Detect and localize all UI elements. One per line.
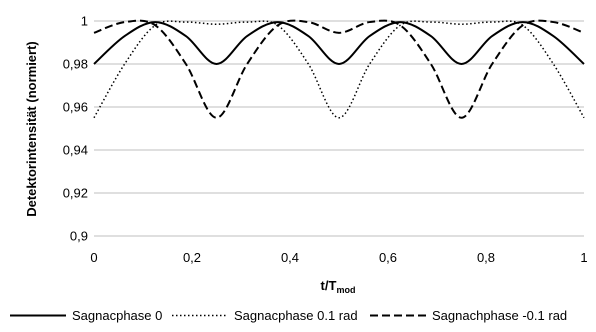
series-line-0: [93, 21, 585, 66]
y-tick-label-4: 0,98: [63, 57, 88, 72]
legend-label-0: Sagnacphase 0: [72, 308, 162, 323]
legend-label-2: Sagnachphase -0.1 rad: [432, 308, 567, 323]
x-axis-title: t/Tmod: [321, 278, 356, 295]
legend-label-1: Sagnacphase 0.1 rad: [234, 308, 358, 323]
x-tick-label-5: 1: [580, 250, 587, 265]
y-tick-label-1: 0,92: [63, 186, 88, 201]
y-tick-label-5: 1: [81, 14, 88, 29]
x-tick-labels: 0 0,2 0,4 0,6 0,8 1: [90, 250, 587, 265]
series-line-2: [93, 19, 585, 119]
legend: Sagnacphase 0 Sagnacphase 0.1 rad Sagnachp…: [10, 308, 567, 323]
y-tick-labels: 0,9 0,92 0,94 0,96 0,98 1: [63, 14, 88, 244]
y-axis-title: Detektorintensität (normiert): [24, 41, 39, 217]
x-tick-label-2: 0,4: [281, 250, 299, 265]
x-tick-label-0: 0: [90, 250, 97, 265]
y-tick-label-3: 0,96: [63, 100, 88, 115]
x-tick-label-1: 0,2: [183, 250, 201, 265]
x-tick-label-3: 0,6: [379, 250, 397, 265]
x-axis-title-main: t/T: [321, 278, 337, 293]
series-group: [93, 19, 585, 119]
y-tick-label-2: 0,94: [63, 143, 88, 158]
x-tick-label-4: 0,8: [477, 250, 495, 265]
x-axis-title-subscript: mod: [336, 285, 355, 295]
y-tick-label-0: 0,9: [70, 229, 88, 244]
series-line-1: [93, 20, 585, 119]
